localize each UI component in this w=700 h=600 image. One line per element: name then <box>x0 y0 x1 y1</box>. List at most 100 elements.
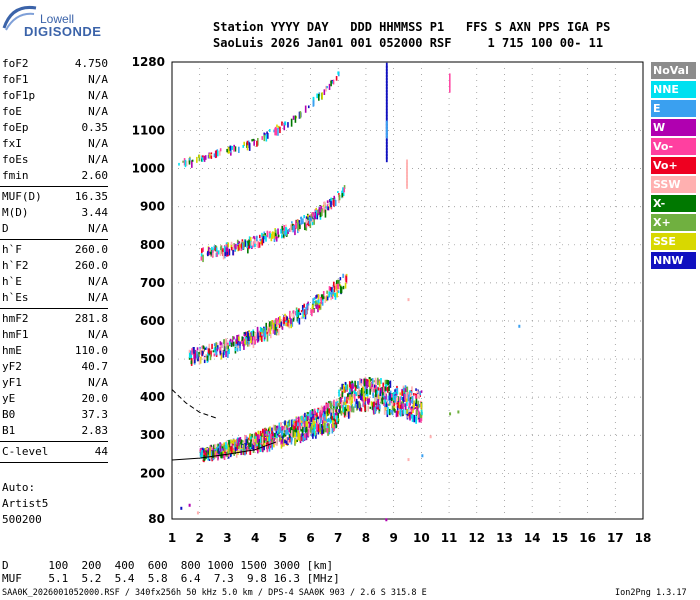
echo-point <box>226 148 228 153</box>
echo-point <box>248 442 250 450</box>
echo-point <box>294 431 296 438</box>
echo-point <box>366 390 369 397</box>
echo-point <box>238 336 240 341</box>
echo-point <box>388 385 390 392</box>
echo-point <box>396 391 399 395</box>
echo-point <box>315 295 317 299</box>
echo-point <box>234 439 236 444</box>
echo-point <box>335 422 337 429</box>
echo-point <box>314 212 316 218</box>
echo-point <box>318 299 320 305</box>
echo-point <box>342 273 344 278</box>
echo-point <box>385 154 388 160</box>
echo-point <box>242 145 245 148</box>
echo-point <box>209 450 211 457</box>
echo-point <box>313 297 316 300</box>
echo-point <box>233 146 235 152</box>
echo-point <box>385 132 388 137</box>
panel-separator <box>0 462 108 463</box>
echo-point <box>343 401 345 406</box>
echo-point <box>244 338 246 346</box>
echo-point <box>373 380 376 383</box>
echo-point <box>250 336 252 344</box>
echo-point <box>282 230 284 235</box>
echo-point <box>363 396 365 403</box>
echo-point <box>385 145 388 151</box>
echo-point <box>336 279 339 288</box>
echo-point <box>283 225 285 229</box>
echo-point <box>297 422 299 430</box>
echo-point <box>346 384 349 390</box>
echo-point <box>270 324 273 330</box>
echo-point <box>203 356 206 360</box>
echo-point <box>202 247 204 252</box>
echo-point <box>237 345 239 349</box>
echo-point <box>217 250 220 255</box>
param-value: 260.0 <box>74 243 108 256</box>
param-h-es: h`Es N/A <box>2 290 108 306</box>
echo-point <box>389 409 392 413</box>
echo-point <box>241 336 244 341</box>
param-fof2: foF2 4.750 <box>2 56 108 72</box>
echo-point <box>385 93 388 99</box>
echo-point <box>304 222 306 231</box>
echo-point <box>329 408 332 414</box>
echo-point <box>223 442 226 446</box>
echo-point <box>306 303 308 309</box>
echo-point <box>204 155 207 160</box>
echo-point <box>396 385 398 389</box>
echo-point <box>275 318 278 325</box>
echo-point <box>320 294 323 300</box>
echo-point <box>328 83 331 90</box>
echo-point <box>324 422 326 431</box>
echo-point <box>213 343 216 347</box>
echo-point <box>303 427 306 433</box>
echo-point <box>274 232 277 237</box>
echo-point <box>336 402 338 409</box>
echo-point <box>408 402 411 409</box>
echo-point <box>293 427 295 430</box>
echo-point <box>360 387 363 396</box>
echo-point <box>330 290 333 298</box>
echo-point <box>310 415 312 418</box>
echo-point <box>189 157 191 161</box>
echo-point <box>351 380 353 386</box>
echo-point <box>356 401 359 409</box>
legend-x-: X- <box>651 195 696 212</box>
echo-point <box>231 443 233 450</box>
echo-point <box>274 126 277 134</box>
echo-point <box>290 318 292 325</box>
echo-point <box>246 143 249 151</box>
echo-point <box>203 450 205 456</box>
echo-point <box>385 74 388 80</box>
echo-point <box>282 426 285 430</box>
param-value: 20.0 <box>81 392 109 405</box>
echo-point <box>180 506 183 510</box>
echo-point <box>337 290 340 294</box>
echo-point <box>277 127 279 136</box>
echo-point <box>265 433 267 436</box>
echo-point <box>371 402 374 410</box>
echo-point <box>360 407 363 412</box>
echo-point <box>238 146 240 154</box>
echo-point <box>385 62 388 68</box>
echo-point <box>409 415 411 421</box>
x-tick-label: 10 <box>413 531 430 545</box>
echo-point <box>294 427 296 433</box>
echo-point <box>210 447 213 451</box>
echo-point <box>288 322 291 329</box>
echo-point <box>385 120 388 125</box>
echo-point <box>385 108 388 114</box>
echo-point <box>344 282 347 289</box>
echo-point <box>397 401 400 408</box>
echo-point <box>238 437 241 443</box>
echo-point <box>324 209 327 218</box>
echo-point <box>230 443 232 446</box>
echo-point <box>312 421 315 429</box>
echo-point <box>238 241 241 247</box>
echo-point <box>356 385 358 389</box>
echo-point <box>371 381 373 388</box>
digisonde-logo-icon <box>2 5 37 31</box>
echo-point <box>395 388 397 393</box>
echo-point <box>271 427 273 434</box>
